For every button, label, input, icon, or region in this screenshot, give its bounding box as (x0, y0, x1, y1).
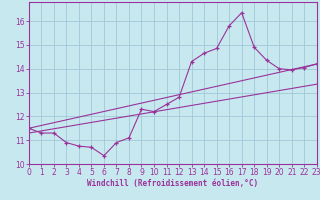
X-axis label: Windchill (Refroidissement éolien,°C): Windchill (Refroidissement éolien,°C) (87, 179, 258, 188)
